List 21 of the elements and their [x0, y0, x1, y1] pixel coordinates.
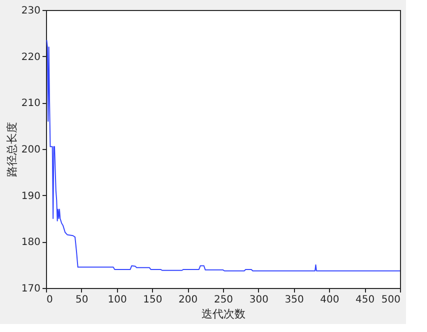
y-tick-label: 230 [21, 6, 40, 16]
x-tick-label: 150 [143, 294, 162, 306]
x-tick-label: 100 [108, 294, 127, 306]
line-series [46, 40, 400, 272]
y-tick-label: 200 [21, 144, 40, 156]
x-tick-label: 250 [214, 294, 234, 306]
x-tick-label: 400 [320, 294, 340, 306]
y-tick-label: 170 [21, 284, 40, 294]
x-tick-label: 350 [284, 294, 304, 306]
x-tick-label: 0 [46, 294, 53, 306]
x-axis-title: 迭代次数 [202, 308, 246, 320]
y-tick-label: 190 [21, 190, 40, 202]
y-axis-title: 路径总长度 [5, 122, 18, 177]
x-tick-label: 500 [381, 294, 400, 306]
y-tick-label: 210 [21, 98, 40, 110]
y-tick-label: 180 [21, 237, 40, 248]
x-tick-label: 300 [249, 294, 268, 306]
y-tick-label: 220 [21, 52, 40, 63]
x-tick-label: 50 [76, 294, 88, 306]
x-tick-label: 200 [178, 294, 198, 306]
x-tick-label: 450 [356, 294, 375, 306]
